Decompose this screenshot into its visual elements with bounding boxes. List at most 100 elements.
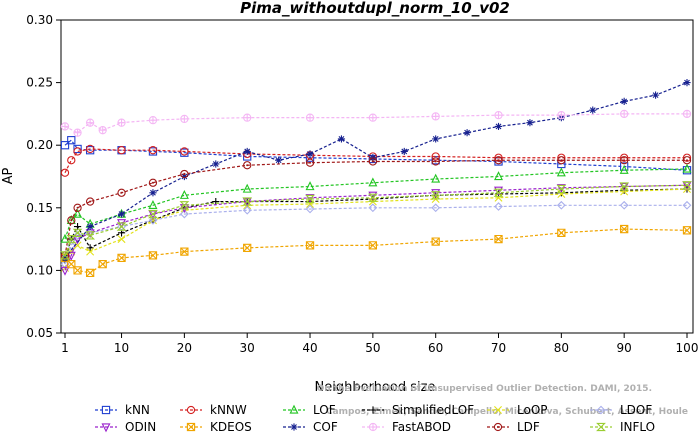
point-cof	[683, 79, 691, 87]
point-cof	[494, 122, 503, 131]
point-k-nnw	[60, 168, 70, 177]
point-kdeos	[73, 266, 82, 275]
x-tick-label: 40	[302, 341, 317, 355]
point-ldf-dot	[120, 191, 123, 194]
point-inflo	[60, 251, 70, 260]
x-tick-label: 10	[114, 341, 129, 355]
point-lof	[682, 163, 692, 173]
y-tick-label: 0.20	[26, 138, 53, 152]
point-k-nnw	[620, 153, 629, 162]
point-fast-abod	[431, 112, 440, 121]
point-fast-abod	[73, 128, 82, 137]
point-ldof	[242, 205, 252, 215]
watermark-line-1: Campos, Zimek, Sander, Campello, Micenko…	[326, 407, 688, 417]
x-tick-label: 90	[617, 341, 632, 355]
point-k-nnw	[117, 146, 126, 155]
legend-label: INFLO	[620, 420, 655, 434]
legend-marker	[186, 405, 196, 415]
legend-item-k-nn: kNN	[95, 403, 150, 417]
point-lof	[494, 171, 504, 181]
point-ldf-dot	[371, 160, 374, 163]
point-ldf	[494, 156, 503, 165]
legend-item-kdeos: KDEOS	[180, 420, 252, 434]
legend-item-k-nnw: kNNW	[180, 403, 247, 417]
point-ldof	[619, 200, 629, 210]
legend-item-lo-op: LoOP	[487, 403, 548, 417]
legend-label: SimplifiedLOF	[392, 403, 474, 417]
series-cof	[61, 79, 691, 262]
point-lof	[305, 181, 315, 191]
series-ldf	[60, 156, 692, 260]
y-tick-label: 0.15	[26, 201, 53, 215]
point-ldf-dot	[434, 160, 437, 163]
point-k-nnw	[67, 156, 76, 165]
point-ldf	[305, 158, 315, 167]
point-lo-op	[117, 235, 126, 244]
point-fast-abod	[368, 113, 378, 122]
point-ldf	[243, 161, 252, 170]
series-line-k-nn	[64, 139, 688, 171]
point-k-nn	[620, 162, 629, 171]
point-inflo	[66, 234, 77, 244]
point-cof	[526, 119, 534, 127]
point-ldf	[431, 157, 440, 166]
x-tick-label: 20	[177, 341, 192, 355]
point-ldf-dot	[183, 172, 186, 175]
legend-marker	[368, 422, 378, 432]
series-odin	[60, 181, 692, 276]
point-lof	[148, 199, 158, 209]
point-cof	[400, 147, 408, 156]
point-simplified-lof	[212, 197, 220, 206]
point-fast-abod	[148, 116, 158, 125]
y-tick-label: 0.25	[26, 76, 53, 90]
series-inflo	[60, 181, 692, 260]
point-ldof	[494, 202, 503, 211]
legend-marker-dot	[497, 426, 499, 428]
point-fast-abod	[85, 118, 95, 127]
point-k-nn	[67, 136, 76, 145]
legend-marker	[596, 422, 606, 432]
series-line-odin	[64, 184, 688, 271]
point-kdeos	[494, 234, 503, 244]
point-ldf	[557, 156, 566, 165]
legend-label: FastABOD	[392, 420, 451, 434]
point-ldf-dot	[246, 164, 249, 167]
legend-marker	[493, 422, 503, 432]
point-inflo	[85, 231, 96, 240]
point-ldf	[85, 197, 95, 206]
point-inflo	[682, 181, 692, 190]
point-cof	[620, 97, 628, 105]
point-k-nn	[682, 166, 692, 175]
point-ldf-dot	[560, 159, 563, 162]
point-fast-abod	[117, 118, 126, 127]
legend-item-lof: LOF	[283, 403, 336, 417]
point-cof	[86, 222, 94, 231]
legend-label: kNNW	[210, 403, 247, 417]
series-line-lof	[64, 168, 688, 240]
point-inflo	[305, 194, 315, 204]
point-fast-abod	[557, 111, 566, 120]
point-ldof	[368, 203, 378, 213]
legend-marker	[101, 405, 111, 415]
y-tick-label: 0.05	[26, 326, 53, 340]
point-inflo	[556, 184, 567, 194]
point-ldf	[620, 156, 629, 165]
point-fast-abod	[305, 113, 315, 122]
series-line-ldof	[64, 204, 687, 265]
legend-item-ldf: LDF	[487, 420, 540, 434]
legend-marker	[290, 423, 298, 431]
series-line-kdeos	[64, 228, 688, 274]
x-axis: 1 10 20 30 40 50 60 70 80 90 100	[61, 333, 698, 355]
legend-label: COF	[313, 420, 338, 434]
watermark-line-2: On the Evaluation of Unsupervised Outlie…	[317, 384, 652, 394]
point-k-nnw	[180, 147, 189, 156]
point-simplified-lof	[86, 244, 94, 252]
legend-item-simplified-lof: SimplifiedLOF	[362, 403, 474, 417]
legend-item-odin: ODIN	[95, 420, 156, 434]
point-k-nnw	[85, 144, 95, 154]
point-kdeos	[305, 241, 315, 250]
point-inflo	[242, 197, 253, 206]
legend-label: ODIN	[125, 420, 156, 434]
point-inflo	[430, 191, 441, 200]
point-inflo	[148, 209, 158, 219]
